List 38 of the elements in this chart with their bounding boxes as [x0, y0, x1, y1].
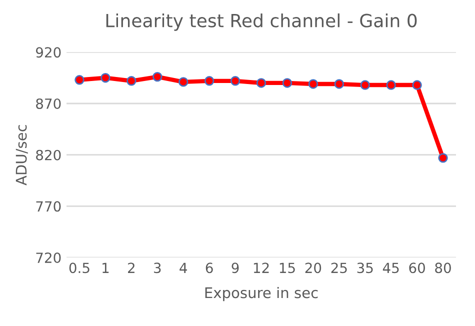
x-tick-label: 35 [357, 262, 373, 274]
point [438, 153, 448, 163]
point [152, 72, 162, 82]
point [334, 79, 344, 89]
x-tick-label: 80 [435, 262, 451, 274]
x-axis-title: Exposure in sec [205, 286, 318, 302]
x-tick-label: 20 [305, 262, 322, 274]
x-tick-label: 3 [154, 262, 161, 274]
x-tick-label: 9 [232, 262, 239, 274]
x-tick-label: 60 [409, 262, 425, 274]
point [308, 79, 318, 89]
point [74, 75, 84, 85]
y-tick-label: 920 [36, 47, 61, 58]
x-tick-label: 0.5 [69, 262, 90, 274]
x-tick-label: 12 [254, 262, 269, 273]
y-tick-label: 870 [36, 98, 61, 109]
x-tick-label: 25 [331, 262, 347, 274]
x-tick-label: 15 [280, 262, 295, 274]
point [126, 76, 136, 86]
y-tick-label: 720 [36, 252, 61, 264]
x-tick-label: 1 [102, 262, 109, 273]
point [386, 80, 396, 90]
y-tick-label: 820 [36, 150, 61, 160]
point [178, 77, 188, 87]
point [282, 78, 292, 88]
point [100, 72, 110, 83]
point [230, 76, 240, 86]
y-axis-title: ADU/sec [16, 125, 28, 186]
y-tick-label: 770 [36, 201, 61, 212]
point [204, 76, 214, 86]
chart-title: Linearity test Red channel - Gain 0 [106, 13, 417, 31]
x-tick-label: 4 [180, 262, 187, 273]
point [412, 80, 422, 90]
point [360, 80, 370, 90]
point [256, 78, 266, 88]
x-tick-label: 2 [128, 262, 134, 273]
x-tick-label: 45 [382, 262, 399, 274]
x-tick-label: 6 [206, 262, 213, 274]
